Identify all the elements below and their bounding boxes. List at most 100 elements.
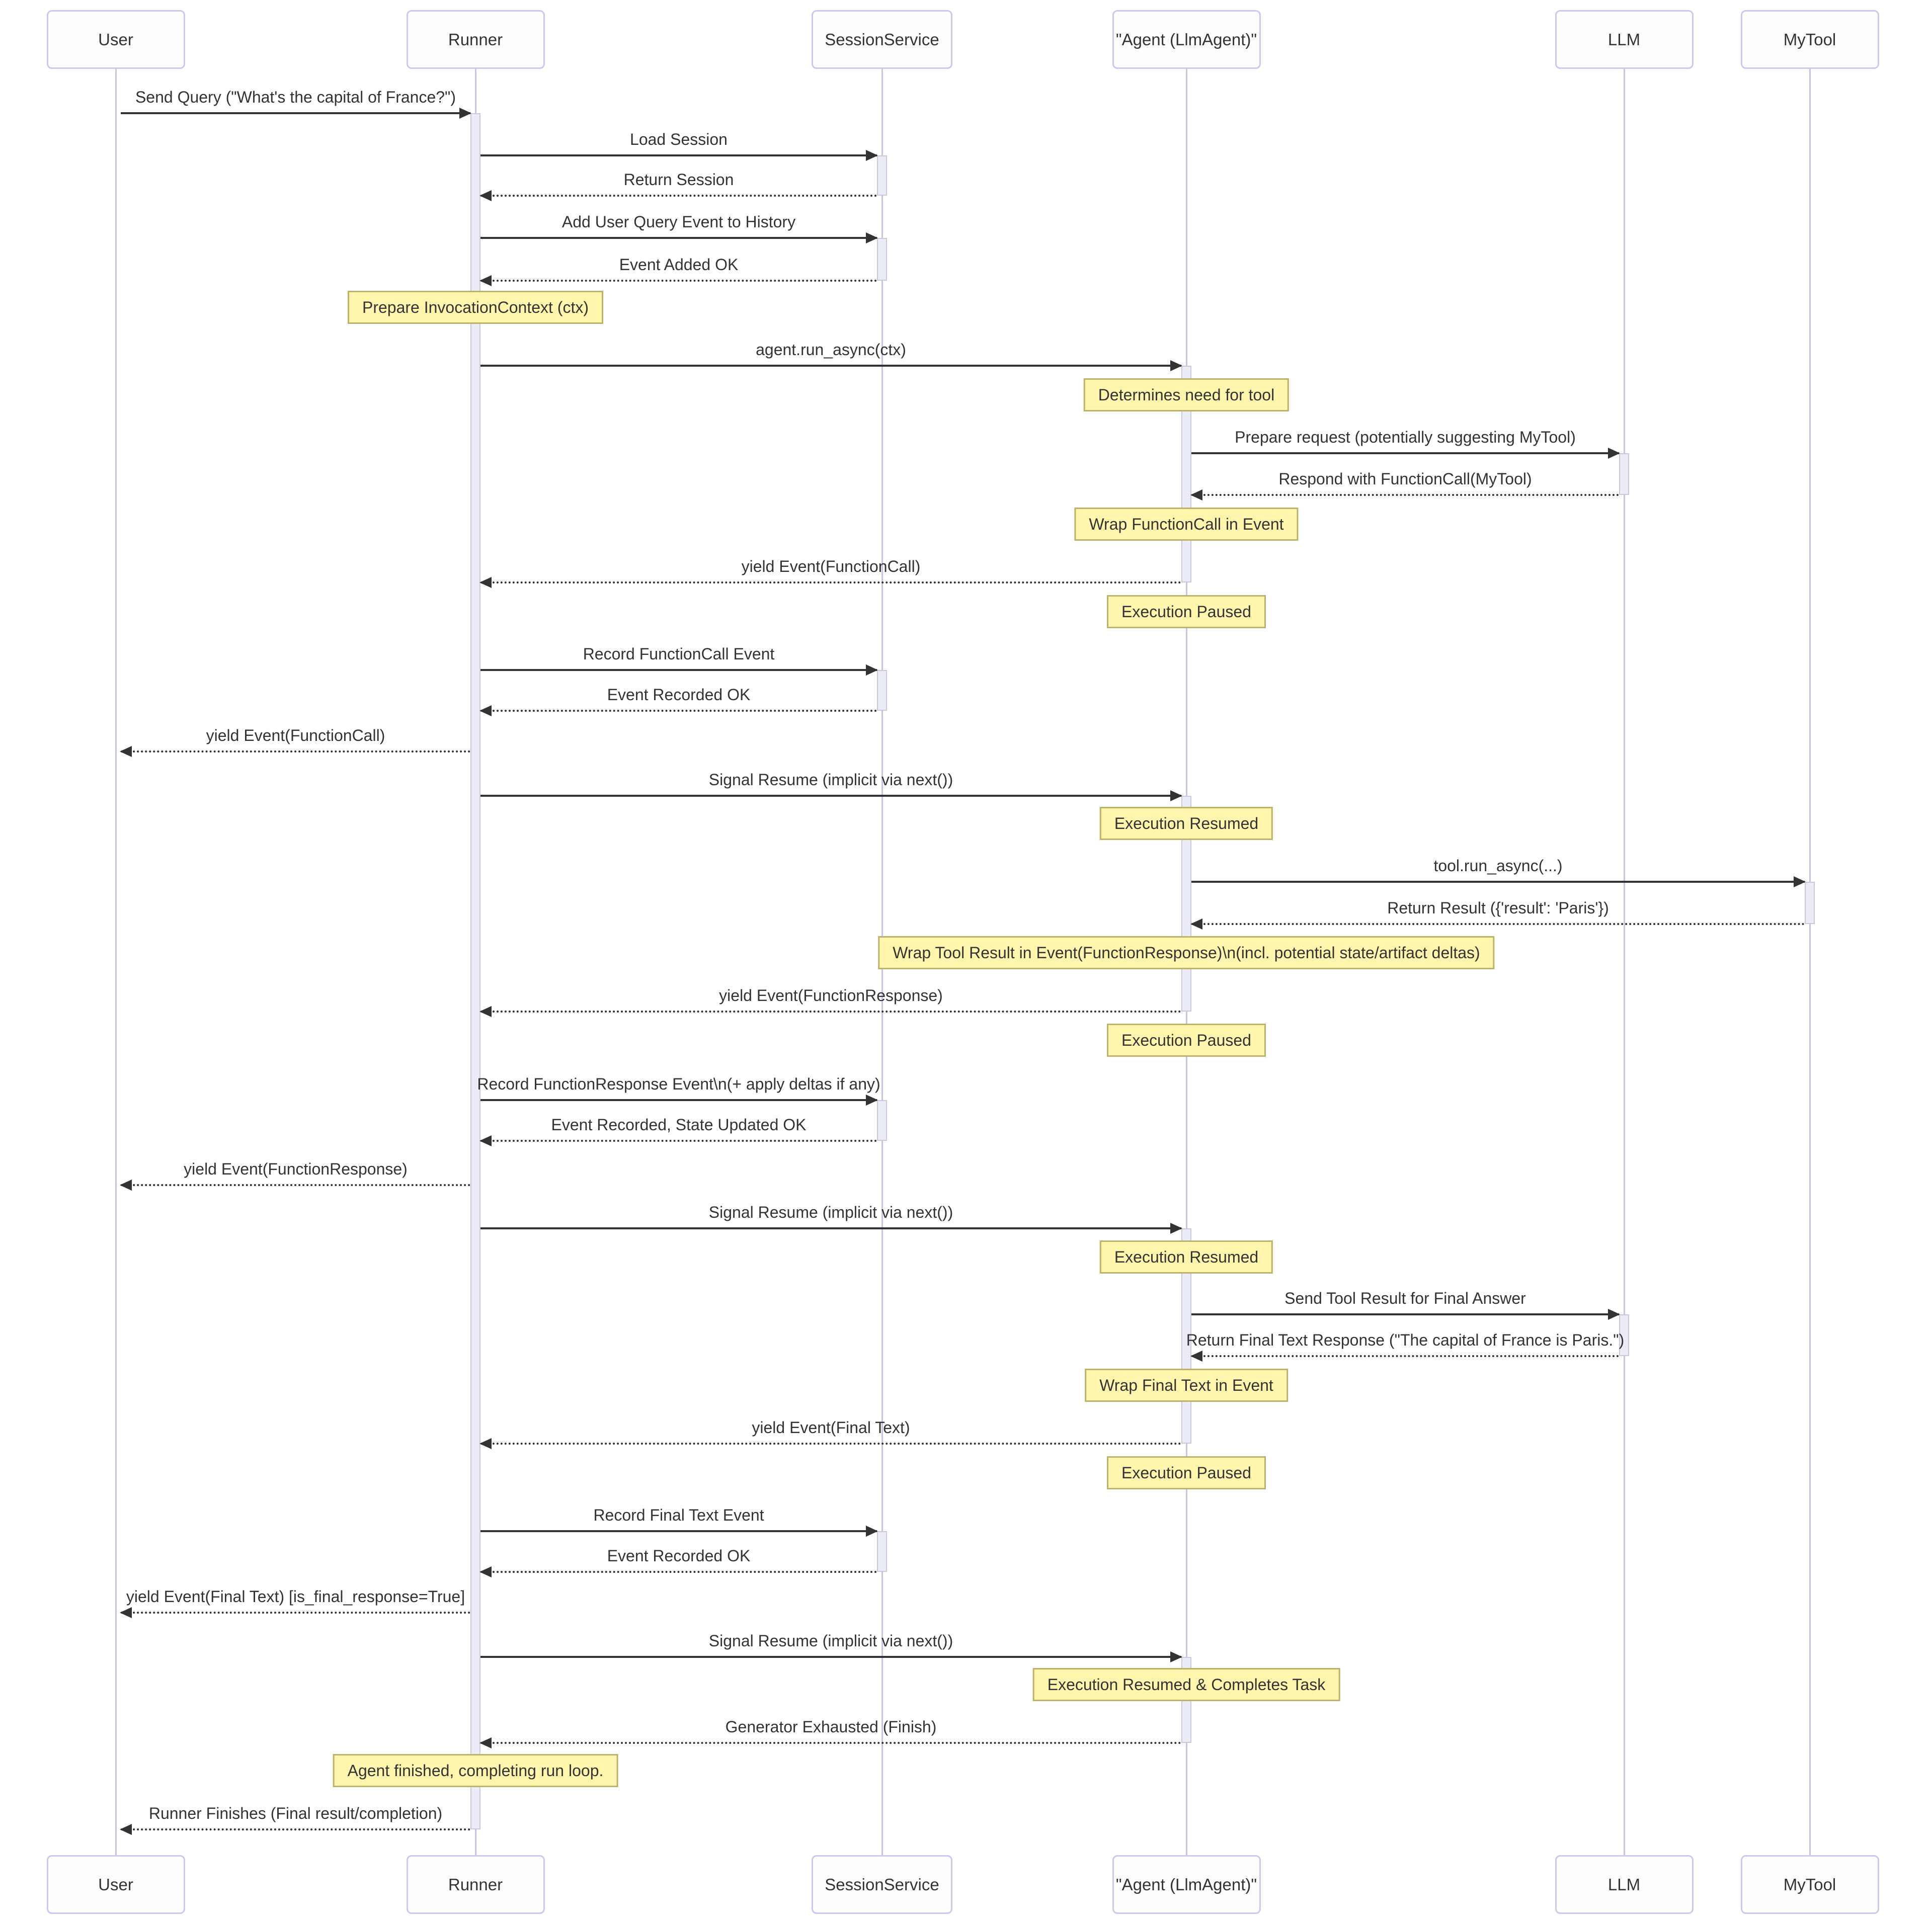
participant-box-agent-top: "Agent (LlmAgent)"	[1112, 10, 1261, 69]
message-label-21: Return Final Text Response ("The capital…	[1186, 1331, 1625, 1349]
message-line-15	[480, 1011, 1181, 1013]
message-label-18: yield Event(FunctionResponse)	[184, 1160, 408, 1178]
message-arrowhead-25	[120, 1607, 132, 1618]
participant-box-session-bottom: SessionService	[812, 1855, 952, 1914]
participant-box-llm-top: LLM	[1555, 10, 1694, 69]
message-arrowhead-24	[479, 1566, 492, 1577]
message-label-11: yield Event(FunctionCall)	[206, 726, 385, 744]
message-label-1: Load Session	[630, 130, 728, 148]
message-label-13: tool.run_async(...)	[1433, 857, 1563, 875]
message-label-25: yield Event(Final Text) [is_final_respon…	[126, 1587, 465, 1606]
participant-box-agent-bottom: "Agent (LlmAgent)"	[1112, 1855, 1261, 1914]
note-9: Execution Paused	[1107, 1456, 1266, 1489]
message-line-26	[480, 1656, 1181, 1658]
activation-bar-session	[877, 155, 887, 196]
lifeline-mytool	[1809, 69, 1811, 1855]
note-3: Execution Paused	[1107, 595, 1266, 628]
message-arrowhead-17	[479, 1135, 492, 1146]
message-arrowhead-7	[1190, 489, 1202, 500]
message-arrowhead-0	[459, 108, 471, 119]
message-line-2	[480, 195, 877, 197]
message-arrowhead-6	[1608, 448, 1620, 459]
message-line-0	[121, 112, 470, 114]
message-arrowhead-8	[479, 577, 492, 588]
message-label-10: Event Recorded OK	[607, 686, 751, 704]
message-line-4	[480, 280, 877, 282]
message-line-19	[480, 1227, 1181, 1229]
message-label-2: Return Session	[623, 171, 734, 189]
message-arrowhead-9	[866, 664, 878, 676]
message-arrowhead-15	[479, 1006, 492, 1017]
message-arrowhead-13	[1794, 876, 1806, 887]
note-6: Execution Paused	[1107, 1024, 1266, 1057]
message-line-7	[1191, 494, 1619, 496]
activation-bar-session	[877, 1531, 887, 1572]
message-label-20: Send Tool Result for Final Answer	[1284, 1289, 1526, 1307]
message-line-9	[480, 669, 877, 671]
participant-box-user-top: User	[46, 10, 185, 69]
participant-box-user-bottom: User	[46, 1855, 185, 1914]
activation-bar-runner	[470, 113, 480, 1829]
note-11: Agent finished, completing run loop.	[333, 1754, 618, 1787]
message-label-24: Event Recorded OK	[607, 1547, 751, 1565]
message-arrowhead-26	[1170, 1651, 1182, 1662]
message-line-8	[480, 581, 1181, 583]
message-label-28: Runner Finishes (Final result/completion…	[148, 1804, 443, 1822]
activation-bar-session	[877, 670, 887, 711]
message-arrowhead-18	[120, 1180, 132, 1191]
activation-bar-session	[877, 1100, 887, 1141]
message-arrowhead-2	[479, 190, 492, 201]
message-arrowhead-19	[1170, 1223, 1182, 1234]
note-7: Execution Resumed	[1099, 1240, 1273, 1274]
message-arrowhead-28	[120, 1824, 132, 1835]
message-line-18	[121, 1184, 470, 1186]
message-arrowhead-5	[1170, 360, 1182, 371]
message-label-22: yield Event(Final Text)	[752, 1418, 910, 1437]
message-label-16: Record FunctionResponse Event\n(+ apply …	[477, 1075, 880, 1093]
message-label-14: Return Result ({'result': 'Paris'})	[1387, 899, 1609, 917]
message-label-9: Record FunctionCall Event	[583, 645, 775, 663]
message-line-24	[480, 1571, 877, 1573]
message-line-5	[480, 365, 1181, 367]
message-arrowhead-14	[1190, 918, 1202, 930]
message-arrowhead-23	[866, 1526, 878, 1537]
message-line-21	[1191, 1355, 1619, 1357]
message-label-7: Respond with FunctionCall(MyTool)	[1278, 470, 1532, 488]
message-line-11	[121, 750, 470, 752]
message-label-4: Event Added OK	[619, 256, 739, 274]
message-line-23	[480, 1530, 877, 1532]
activation-bar-mytool	[1805, 882, 1815, 924]
note-4: Execution Resumed	[1099, 807, 1273, 840]
message-line-17	[480, 1140, 877, 1142]
message-label-12: Signal Resume (implicit via next())	[708, 771, 953, 789]
message-line-1	[480, 154, 877, 156]
message-label-5: agent.run_async(ctx)	[756, 341, 906, 359]
note-5: Wrap Tool Result in Event(FunctionRespon…	[878, 936, 1495, 969]
note-0: Prepare InvocationContext (ctx)	[348, 291, 603, 324]
message-label-23: Record Final Text Event	[593, 1506, 764, 1524]
lifeline-llm	[1623, 69, 1625, 1855]
message-label-27: Generator Exhausted (Finish)	[725, 1718, 937, 1736]
message-arrowhead-4	[479, 275, 492, 286]
note-2: Wrap FunctionCall in Event	[1074, 508, 1299, 541]
message-line-3	[480, 237, 877, 239]
participant-box-mytool-top: MyTool	[1740, 10, 1879, 69]
message-label-0: Send Query ("What's the capital of Franc…	[135, 88, 456, 106]
participant-box-runner-top: Runner	[406, 10, 545, 69]
message-line-13	[1191, 881, 1805, 883]
message-label-3: Add User Query Event to History	[561, 213, 796, 231]
message-line-14	[1191, 923, 1805, 925]
message-line-12	[480, 795, 1181, 797]
message-arrowhead-27	[479, 1737, 492, 1748]
note-8: Wrap Final Text in Event	[1085, 1369, 1288, 1402]
message-arrowhead-12	[1170, 790, 1182, 801]
message-line-25	[121, 1612, 470, 1614]
lifeline-user	[115, 69, 117, 1855]
message-label-17: Event Recorded, State Updated OK	[551, 1116, 807, 1134]
message-line-22	[480, 1443, 1181, 1445]
message-line-20	[1191, 1313, 1619, 1315]
message-line-16	[480, 1099, 877, 1101]
message-arrowhead-11	[120, 746, 132, 757]
message-arrowhead-3	[866, 232, 878, 243]
